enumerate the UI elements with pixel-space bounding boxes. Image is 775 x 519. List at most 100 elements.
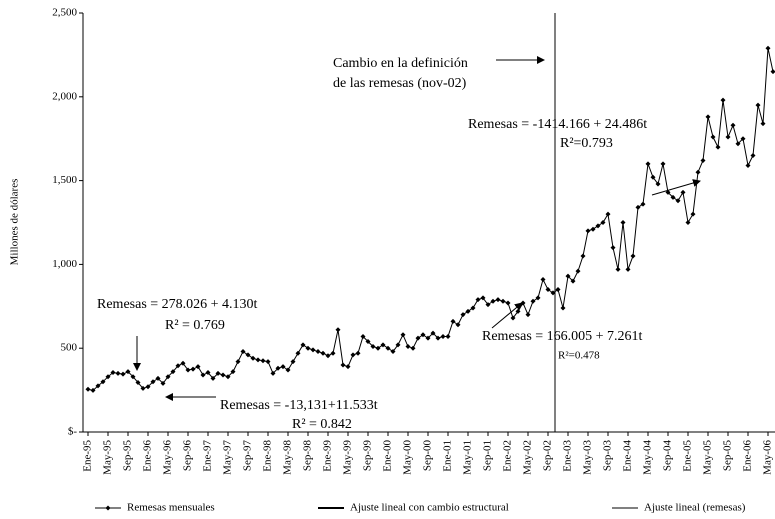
x-tick-label: Sep-04: [662, 440, 674, 472]
data-point: [210, 375, 216, 381]
data-point: [105, 374, 111, 380]
data-point: [395, 342, 401, 348]
data-point: [680, 189, 686, 195]
data-point: [720, 97, 726, 103]
data-point: [295, 350, 301, 356]
data-point: [125, 369, 131, 375]
arrow: [491, 302, 523, 329]
data-point: [90, 387, 96, 393]
data-point: [610, 245, 616, 251]
x-tick-label: Sep-02: [542, 440, 554, 471]
data-point: [225, 374, 231, 380]
data-point: [245, 352, 251, 358]
data-point: [335, 327, 341, 333]
data-point: [165, 374, 171, 380]
x-tick-label: May-95: [102, 440, 114, 475]
data-point: [145, 384, 151, 390]
data-point: [420, 332, 426, 338]
data-point: [220, 372, 226, 378]
data-point: [215, 370, 221, 376]
x-tick-label: Sep-97: [242, 440, 254, 472]
x-tick-label: May-97: [222, 440, 234, 475]
x-tick-label: Ene-05: [682, 440, 694, 472]
data-point: [500, 298, 506, 304]
data-point: [300, 342, 306, 348]
data-point: [315, 349, 321, 355]
data-point: [630, 253, 636, 259]
x-tick-label: Ene-95: [82, 440, 94, 472]
data-point: [140, 385, 146, 391]
data-point: [740, 136, 746, 142]
x-tick-label: Sep-00: [422, 440, 434, 472]
data-point: [550, 290, 556, 296]
y-axis-label: Millones de dólares: [9, 179, 21, 266]
data-point: [545, 287, 551, 293]
data-point: [670, 194, 676, 200]
data-point: [760, 121, 766, 127]
data-point: [250, 355, 256, 361]
data-point: [560, 305, 566, 311]
x-tick-label: Sep-05: [722, 440, 734, 472]
data-point: [495, 297, 501, 303]
data-point: [285, 367, 291, 373]
x-tick-label: Ene-98: [262, 440, 274, 472]
x-tick-label: Ene-99: [322, 440, 334, 472]
x-tick-label: Ene-02: [502, 440, 514, 472]
data-point: [160, 380, 166, 386]
data-point: [100, 379, 106, 385]
data-point: [115, 370, 121, 376]
data-point: [715, 144, 721, 150]
annotation: Remesas = 278.026 + 4.130t: [97, 297, 258, 312]
data-point: [275, 365, 281, 371]
data-point: [525, 312, 531, 318]
data-point: [320, 350, 326, 356]
data-point: [230, 369, 236, 375]
x-tick-label: May-01: [462, 440, 474, 475]
data-point: [85, 386, 91, 392]
annotation: Remesas = -13,131+11.533t: [220, 398, 378, 413]
data-point: [635, 204, 641, 210]
data-point: [615, 266, 621, 272]
data-point: [460, 312, 466, 318]
annotation: de las remesas (nov-02): [333, 76, 467, 91]
data-point: [540, 276, 546, 282]
data-point: [705, 114, 711, 120]
y-tick-label: 2,500: [52, 7, 77, 19]
data-point: [700, 157, 706, 163]
data-point: [600, 220, 606, 225]
data-point: [305, 345, 311, 351]
annotation: Cambio en la definición: [333, 56, 468, 71]
data-point: [475, 297, 481, 303]
data-point: [375, 345, 381, 351]
data-point: [365, 338, 371, 344]
x-tick-label: Ene-97: [202, 440, 214, 472]
data-point: [510, 315, 516, 321]
x-tick-label: Sep-98: [302, 440, 314, 472]
data-point: [445, 333, 451, 339]
x-tick-label: May-03: [582, 440, 594, 475]
data-point: [695, 169, 701, 175]
data-point: [240, 349, 246, 355]
annotation: Remesas = 166.005 + 7.261t: [482, 329, 643, 344]
data-point: [325, 353, 331, 359]
data-point: [565, 273, 571, 279]
data-point: [345, 364, 351, 370]
annotation: R² = 0.842: [292, 417, 352, 432]
x-tick-label: May-02: [522, 440, 534, 475]
x-tick-label: Sep-99: [362, 440, 374, 472]
data-point: [660, 161, 666, 167]
data-point: [260, 358, 266, 364]
data-point: [650, 174, 656, 180]
data-point: [530, 298, 536, 304]
data-point: [270, 370, 276, 376]
x-tick-label: Ene-04: [622, 440, 634, 472]
data-point: [340, 362, 346, 368]
data-point: [110, 370, 116, 376]
data-point: [135, 380, 141, 386]
data-point: [620, 220, 626, 225]
data-point: [765, 45, 771, 51]
data-point: [205, 370, 211, 376]
data-point: [360, 333, 366, 339]
data-point: [175, 363, 181, 369]
y-tick-label: $-: [68, 426, 78, 438]
